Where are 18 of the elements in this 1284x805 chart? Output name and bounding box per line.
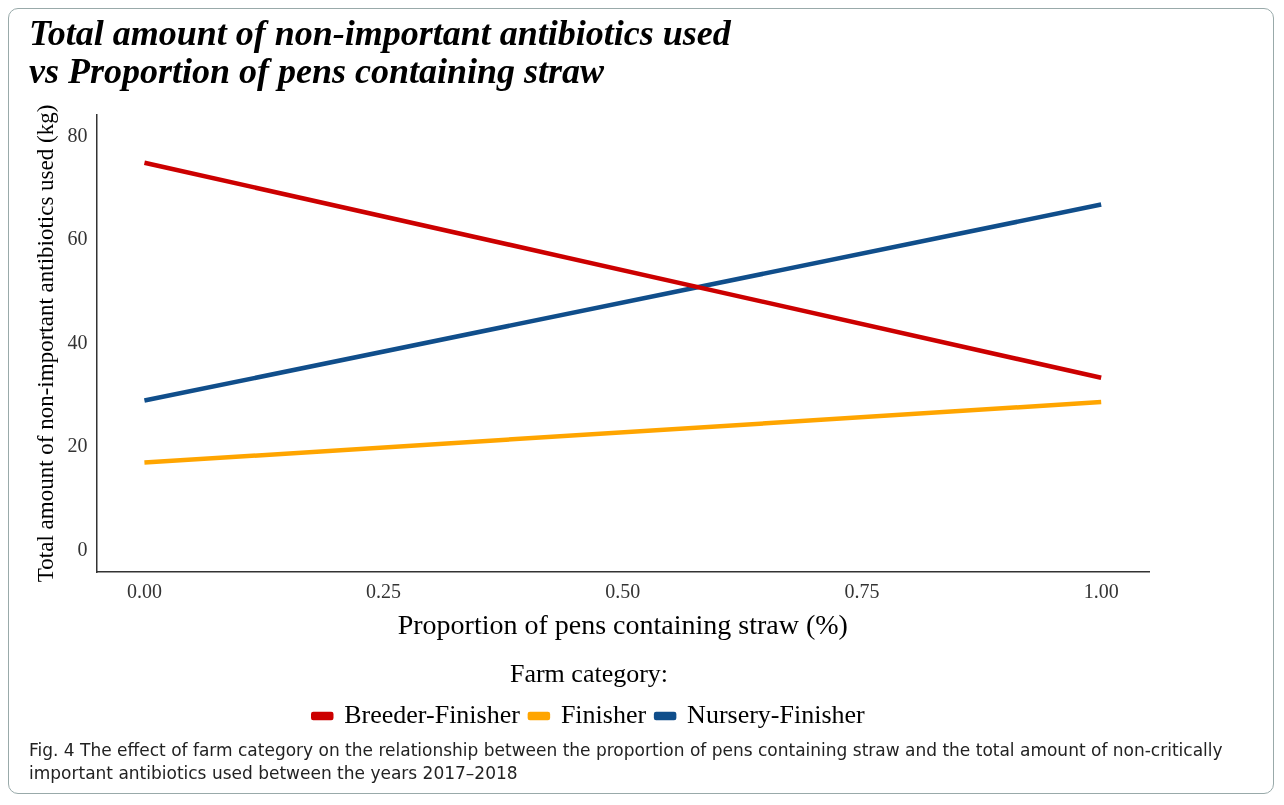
x-tick-label: 0.75 xyxy=(844,580,880,603)
y-tick-label: 80 xyxy=(67,124,88,147)
legend-label: Breeder-Finisher xyxy=(344,699,521,729)
y-tick-label: 0 xyxy=(77,537,88,560)
x-axis-title: Proportion of pens containing straw (%) xyxy=(397,609,848,641)
x-tick-label: 0.00 xyxy=(126,580,162,603)
y-tick-label: 60 xyxy=(67,227,88,250)
legend-title: Farm category: xyxy=(509,658,669,688)
legend-label: Nursery-Finisher xyxy=(687,699,866,729)
y-tick-label: 40 xyxy=(67,330,88,353)
x-tick-label: 1.00 xyxy=(1083,580,1119,603)
text: Total amount of non-important antibiotics used xyxy=(29,13,731,54)
legend-label: Finisher xyxy=(560,699,647,729)
caption: Fig. 4 The effect of farm category on the relationship between the proportion of pens containing straw and the total amount of non-critically important antibiotics used between the years 2017–2018 xyxy=(28,739,1224,785)
y-axis-title: Total amount of non-important antibiotics used (kg) xyxy=(32,104,58,583)
x-tick-label: 0.50 xyxy=(605,580,641,603)
y-tick-label: 20 xyxy=(67,434,88,457)
x-tick-label: 0.25 xyxy=(366,580,402,603)
